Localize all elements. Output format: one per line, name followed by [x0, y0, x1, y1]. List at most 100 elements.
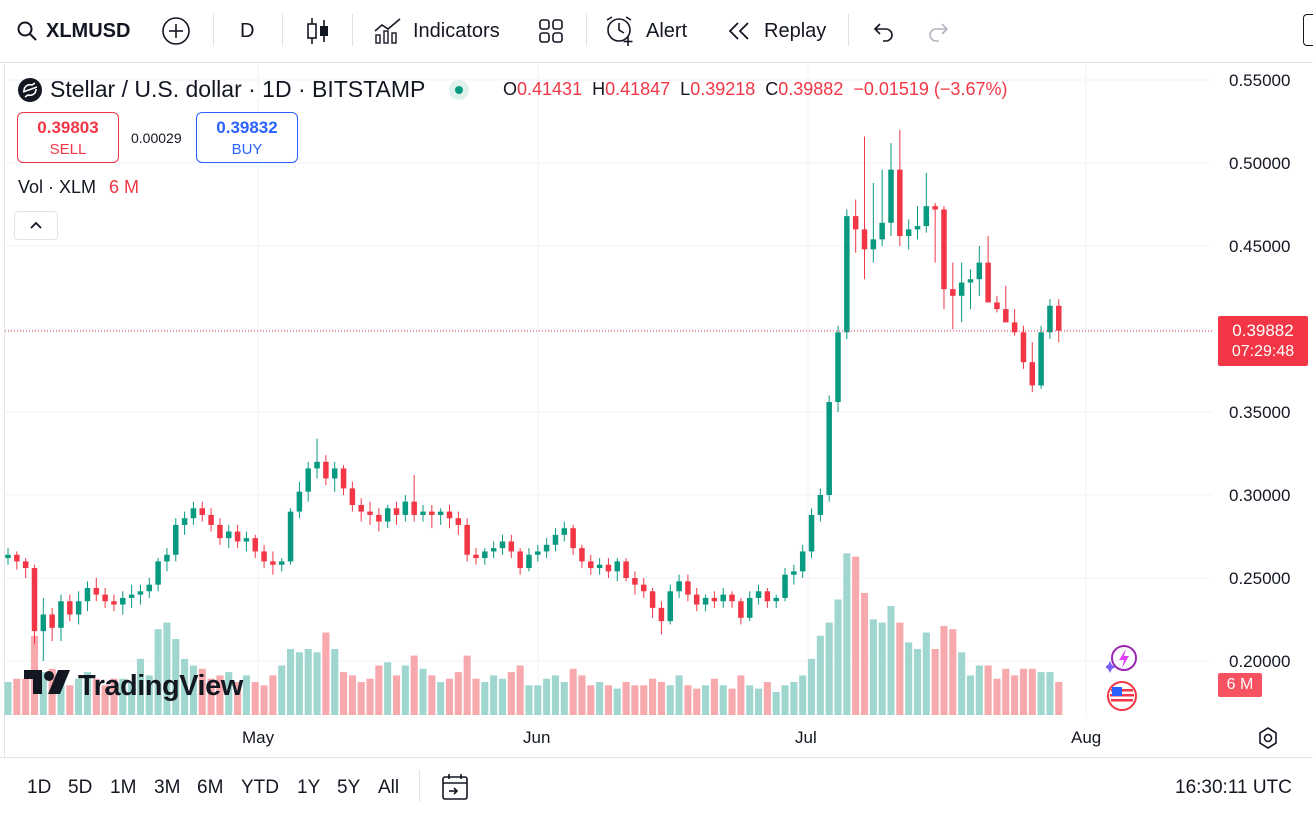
candle	[473, 548, 479, 565]
candle	[93, 578, 100, 602]
timeframe-1m[interactable]: 1M	[110, 777, 137, 798]
us-flag-icon[interactable]	[1106, 680, 1138, 712]
candle	[120, 591, 126, 615]
volume-bar	[189, 665, 197, 715]
volume-bar	[755, 688, 763, 715]
collapse-legend-button[interactable]	[14, 211, 58, 240]
timeframe-ytd[interactable]: YTD	[241, 777, 279, 798]
candle	[367, 501, 373, 525]
candle	[711, 591, 718, 608]
candle-body	[367, 511, 373, 515]
market-status-icon[interactable]	[449, 79, 470, 100]
candle	[1003, 285, 1009, 323]
change-value: −0.01519 (−3.67%)	[853, 79, 1008, 99]
volume-bar	[940, 625, 948, 715]
symbol-title: Stellar / U.S. dollar · 1D · BITSTAMP	[18, 76, 470, 103]
volume-bar	[790, 682, 798, 715]
candle	[870, 182, 877, 263]
volume-bar	[922, 632, 930, 715]
volume-bar	[1037, 672, 1045, 715]
candle	[1020, 325, 1027, 369]
candle-body	[384, 508, 391, 522]
candle	[190, 501, 197, 525]
candle-body	[349, 488, 356, 505]
sell-button[interactable]: 0.39803 SELL	[17, 112, 119, 163]
candle-body	[296, 491, 303, 512]
volume-bar	[1028, 668, 1036, 715]
alert-button[interactable]: Alert	[604, 14, 687, 48]
timeframe-1d[interactable]: 1D	[27, 777, 52, 798]
compare-symbol-button[interactable]	[161, 14, 191, 48]
volume-bar	[569, 668, 577, 715]
indicators-button[interactable]: Indicators	[373, 14, 500, 48]
utc-clock[interactable]: 16:30:11 UTC	[1175, 777, 1292, 798]
volume-bar	[1046, 672, 1054, 715]
candle	[252, 534, 258, 559]
volume-bar	[675, 675, 683, 715]
timeframe-all[interactable]: All	[378, 777, 400, 798]
volume-bar	[348, 675, 356, 715]
candle	[208, 508, 214, 532]
candle	[1047, 299, 1053, 339]
candle	[861, 136, 868, 280]
candles-icon	[305, 16, 331, 46]
candle	[84, 581, 91, 612]
candle	[844, 209, 850, 339]
candle-body	[1020, 332, 1027, 363]
price-axis-label: 0.20000	[1229, 652, 1291, 671]
volume-bar	[993, 678, 1001, 715]
volume-bar	[666, 685, 674, 715]
candle	[393, 501, 400, 525]
candle	[278, 558, 285, 572]
candle-body	[146, 584, 153, 592]
candle	[588, 554, 594, 575]
candle-body	[261, 551, 267, 562]
time-axis-label: Jun	[523, 728, 551, 747]
timeframe-1y[interactable]: 1Y	[297, 777, 321, 798]
candle-body	[84, 587, 91, 602]
volume-bar	[684, 685, 692, 715]
buy-button[interactable]: 0.39832 BUY	[196, 112, 298, 163]
candle-body	[729, 594, 735, 602]
volume-bar	[702, 685, 710, 715]
timeframe-5d[interactable]: 5D	[68, 777, 93, 798]
candle	[490, 541, 497, 559]
volume-bar	[313, 652, 321, 715]
volume-bar	[225, 672, 233, 715]
candle	[552, 528, 559, 552]
undo-button[interactable]	[870, 14, 896, 48]
current-price-value: 0.39882	[1232, 321, 1294, 340]
timeframe-6m[interactable]: 6M	[197, 777, 224, 798]
candle-body	[199, 508, 206, 515]
chart-type-button[interactable]	[305, 14, 331, 48]
candle-body	[155, 561, 161, 585]
volume-bar	[949, 629, 957, 715]
chart-settings-button[interactable]	[1256, 726, 1280, 755]
volume-bar	[931, 649, 939, 715]
symbol-search-button[interactable]: XLMUSD	[16, 14, 130, 48]
volume-bar	[375, 665, 383, 715]
candle	[791, 564, 797, 585]
timeframe-5y[interactable]: 5Y	[337, 777, 361, 798]
volume-bar	[710, 678, 718, 715]
candle-body	[632, 578, 638, 585]
candle-body	[932, 206, 938, 210]
layouts-button[interactable]	[537, 14, 565, 48]
volume-bar	[437, 682, 445, 715]
volume-bar	[534, 685, 542, 715]
candle-body	[482, 551, 488, 559]
redo-button[interactable]	[926, 14, 952, 48]
lightning-icon[interactable]	[1104, 643, 1138, 675]
timeframe-3m[interactable]: 3M	[154, 777, 181, 798]
candle-body	[526, 554, 532, 569]
candle	[261, 544, 267, 569]
interval-button[interactable]: D	[240, 14, 254, 48]
candle-body	[499, 541, 506, 549]
panel-toggle[interactable]	[1303, 14, 1313, 46]
calendar-icon	[440, 774, 470, 806]
goto-date-button[interactable]	[440, 772, 470, 807]
volume-bar	[1011, 675, 1019, 715]
replay-button[interactable]: Replay	[726, 14, 826, 48]
open-key: O	[503, 79, 518, 99]
volume-bar	[92, 678, 100, 715]
